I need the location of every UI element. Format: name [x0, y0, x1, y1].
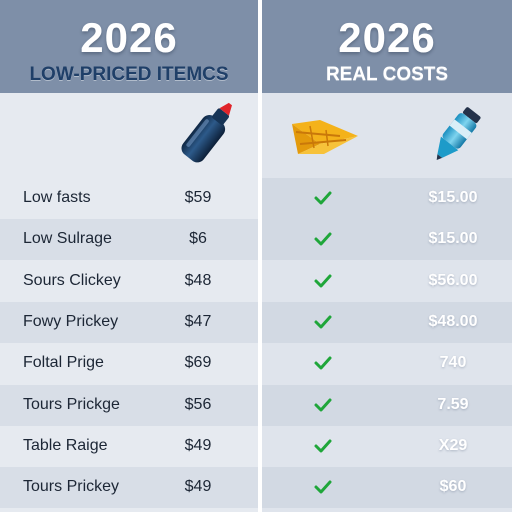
real-cost-value: $60: [439, 478, 467, 495]
checkmark-icon: [314, 439, 332, 453]
table-row: Fowy Prickey $47: [0, 302, 258, 343]
table-row: $60: [262, 467, 512, 508]
checkmark-icon: [314, 480, 332, 494]
bottle-icon: [181, 102, 232, 163]
item-price: $49: [184, 437, 212, 454]
left-year: 2026: [80, 14, 178, 61]
item-name: Foltal Prige: [23, 354, 104, 371]
table-row: $15.00: [262, 219, 512, 260]
table-row: Sours Clickey $48: [0, 261, 258, 302]
column-divider: [258, 0, 262, 512]
low-priced-header: 2026 LOW-PRICED ITEMCS: [0, 0, 258, 93]
item-name: Tours Prickey: [23, 478, 120, 495]
real-cost-value: X29: [438, 437, 468, 454]
checkmark-icon: [314, 356, 332, 370]
item-price: $6: [189, 230, 207, 247]
right-subtitle: REAL COSTS: [325, 64, 449, 85]
item-name: Sours Clickey: [23, 272, 121, 289]
checkmark-icon: [314, 274, 332, 288]
shoe-icon: [292, 120, 358, 154]
real-costs-header: 2026 REAL COSTS: [262, 0, 512, 93]
table-row: $15.00: [262, 178, 512, 219]
item-price: $59: [184, 189, 212, 206]
right-year: 2026: [338, 14, 436, 61]
table-row: 740: [262, 343, 512, 384]
table-row: $56.00: [262, 261, 512, 302]
table-row: Tours Prickey $49: [0, 467, 258, 508]
marker-icon: [436, 107, 481, 161]
real-cost-value: $56.00: [428, 272, 478, 289]
real-cost-value: $15.00: [428, 189, 478, 206]
item-price: $49: [184, 478, 212, 495]
table-row: Low Sulrage $6: [0, 219, 258, 260]
left-subtitle: LOW-PRICED ITEMCS: [29, 64, 229, 85]
table-row: Foltal Prige $69: [0, 343, 258, 384]
checkmark-icon: [314, 191, 332, 205]
checkmark-icon: [314, 315, 332, 329]
table-row: Tours Prickge $56: [0, 385, 258, 426]
real-cost-value: $48.00: [428, 313, 478, 330]
table-row: Low fasts $59: [0, 178, 258, 219]
table-row: X29: [262, 426, 512, 467]
item-name: Fowy Prickey: [23, 313, 119, 330]
real-cost-value: $15.00: [428, 230, 478, 247]
item-name: Low Sulrage: [23, 230, 112, 247]
table-row: $48.00: [262, 302, 512, 343]
item-price: $47: [184, 313, 212, 330]
real-cost-value: 7.59: [437, 396, 469, 413]
item-price: $48: [184, 272, 212, 289]
item-name: Low fasts: [23, 189, 91, 206]
table-row: Table Raige $49: [0, 426, 258, 467]
item-price: $69: [184, 354, 212, 371]
table-row: 7.59: [262, 385, 512, 426]
real-cost-value: 740: [439, 354, 467, 371]
item-price: $56: [184, 396, 212, 413]
item-name: Tours Prickge: [23, 396, 120, 413]
item-name: Table Raige: [23, 437, 108, 454]
checkmark-icon: [314, 232, 332, 246]
checkmark-icon: [314, 398, 332, 412]
